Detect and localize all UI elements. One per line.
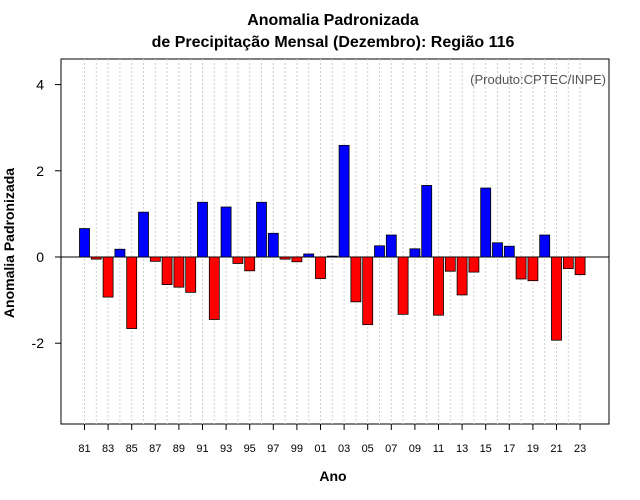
bar-88 bbox=[161, 256, 173, 285]
x-tick-label: 91 bbox=[196, 443, 208, 455]
bar-21 bbox=[551, 256, 562, 341]
bar-87 bbox=[149, 256, 161, 262]
x-tick-label: 09 bbox=[409, 443, 421, 455]
x-tick-label: 87 bbox=[149, 443, 161, 455]
bar-11 bbox=[433, 256, 444, 316]
bar-98 bbox=[279, 256, 291, 260]
bar-15 bbox=[480, 187, 492, 258]
bar-14 bbox=[468, 256, 480, 273]
y-tick-label: 0 bbox=[36, 249, 44, 265]
bar-02 bbox=[326, 255, 338, 258]
bar-17 bbox=[503, 245, 515, 258]
x-tick-label: 03 bbox=[338, 443, 350, 455]
bar-19 bbox=[527, 256, 539, 282]
bar-97 bbox=[267, 232, 279, 258]
bar-83 bbox=[102, 256, 114, 298]
bar-12 bbox=[444, 256, 456, 272]
bar-08 bbox=[397, 256, 409, 315]
x-tick-label: 15 bbox=[480, 443, 492, 455]
chart-title-line2: de Precipitação Mensal (Dezembro): Regiã… bbox=[152, 34, 515, 51]
bar-82 bbox=[90, 256, 102, 260]
x-tick-label: 01 bbox=[314, 443, 326, 455]
bar-16 bbox=[492, 242, 503, 258]
x-axis: 81 83 85 87 89 91 93 95 97 99 01 03 05 07 09 11 13 15 17 19… bbox=[78, 424, 586, 455]
chart-title-line1: Anomalia Padronizada bbox=[247, 12, 419, 29]
y-tick-label: 2 bbox=[36, 163, 44, 179]
bar-13 bbox=[456, 256, 468, 296]
x-tick-label: 81 bbox=[78, 443, 90, 455]
x-tick-label: 17 bbox=[503, 443, 515, 455]
x-tick-label: 23 bbox=[574, 443, 586, 455]
bar-95 bbox=[244, 256, 256, 272]
x-tick-label: 21 bbox=[550, 443, 562, 455]
x-tick-label: 97 bbox=[267, 443, 279, 455]
y-tick-label: -2 bbox=[32, 335, 45, 351]
bar-01 bbox=[315, 256, 326, 279]
source-label: (Produto:CPTEC/INPE) bbox=[470, 72, 606, 87]
bar-91 bbox=[197, 201, 208, 258]
x-tick-label: 19 bbox=[527, 443, 539, 455]
x-tick-label: 99 bbox=[291, 443, 303, 455]
y-axis-title: Anomalia Padronizada bbox=[1, 168, 17, 318]
bar-93 bbox=[220, 206, 232, 258]
bar-89 bbox=[173, 256, 185, 288]
bar-85 bbox=[126, 256, 138, 329]
bar-90 bbox=[185, 256, 197, 293]
bar-86 bbox=[138, 211, 149, 258]
x-tick-label: 05 bbox=[362, 443, 374, 455]
bar-96 bbox=[256, 201, 267, 258]
x-axis-title: Ano bbox=[319, 468, 346, 484]
bar-20 bbox=[539, 234, 551, 258]
x-tick-label: 83 bbox=[102, 443, 114, 455]
bar-81 bbox=[79, 228, 90, 258]
bar-18 bbox=[515, 256, 527, 280]
bar-84 bbox=[114, 248, 126, 258]
bar-03 bbox=[338, 144, 350, 258]
bar-00 bbox=[303, 253, 315, 258]
bar-06 bbox=[374, 245, 385, 258]
x-tick-label: 85 bbox=[126, 443, 138, 455]
bar-22 bbox=[562, 256, 574, 270]
x-tick-label: 11 bbox=[433, 443, 444, 455]
x-tick-label: 13 bbox=[456, 443, 468, 455]
bar-09 bbox=[409, 248, 421, 258]
bars bbox=[79, 144, 586, 341]
bar-94 bbox=[232, 256, 244, 264]
bar-07 bbox=[385, 234, 397, 258]
x-tick-label: 95 bbox=[244, 443, 256, 455]
x-tick-label: 93 bbox=[220, 443, 232, 455]
bar-92 bbox=[208, 256, 220, 320]
vertical-gridlines bbox=[84, 59, 581, 424]
bar-10 bbox=[421, 185, 433, 258]
bar-23 bbox=[574, 256, 586, 276]
bar-05 bbox=[362, 256, 374, 326]
bar-04 bbox=[350, 256, 362, 303]
x-tick-label: 89 bbox=[173, 443, 185, 455]
y-tick-label: 4 bbox=[36, 77, 44, 93]
y-axis: -2 0 2 4 bbox=[32, 77, 61, 351]
plot-frame bbox=[60, 58, 610, 425]
bar-99 bbox=[291, 256, 303, 263]
x-tick-label: 07 bbox=[385, 443, 397, 455]
